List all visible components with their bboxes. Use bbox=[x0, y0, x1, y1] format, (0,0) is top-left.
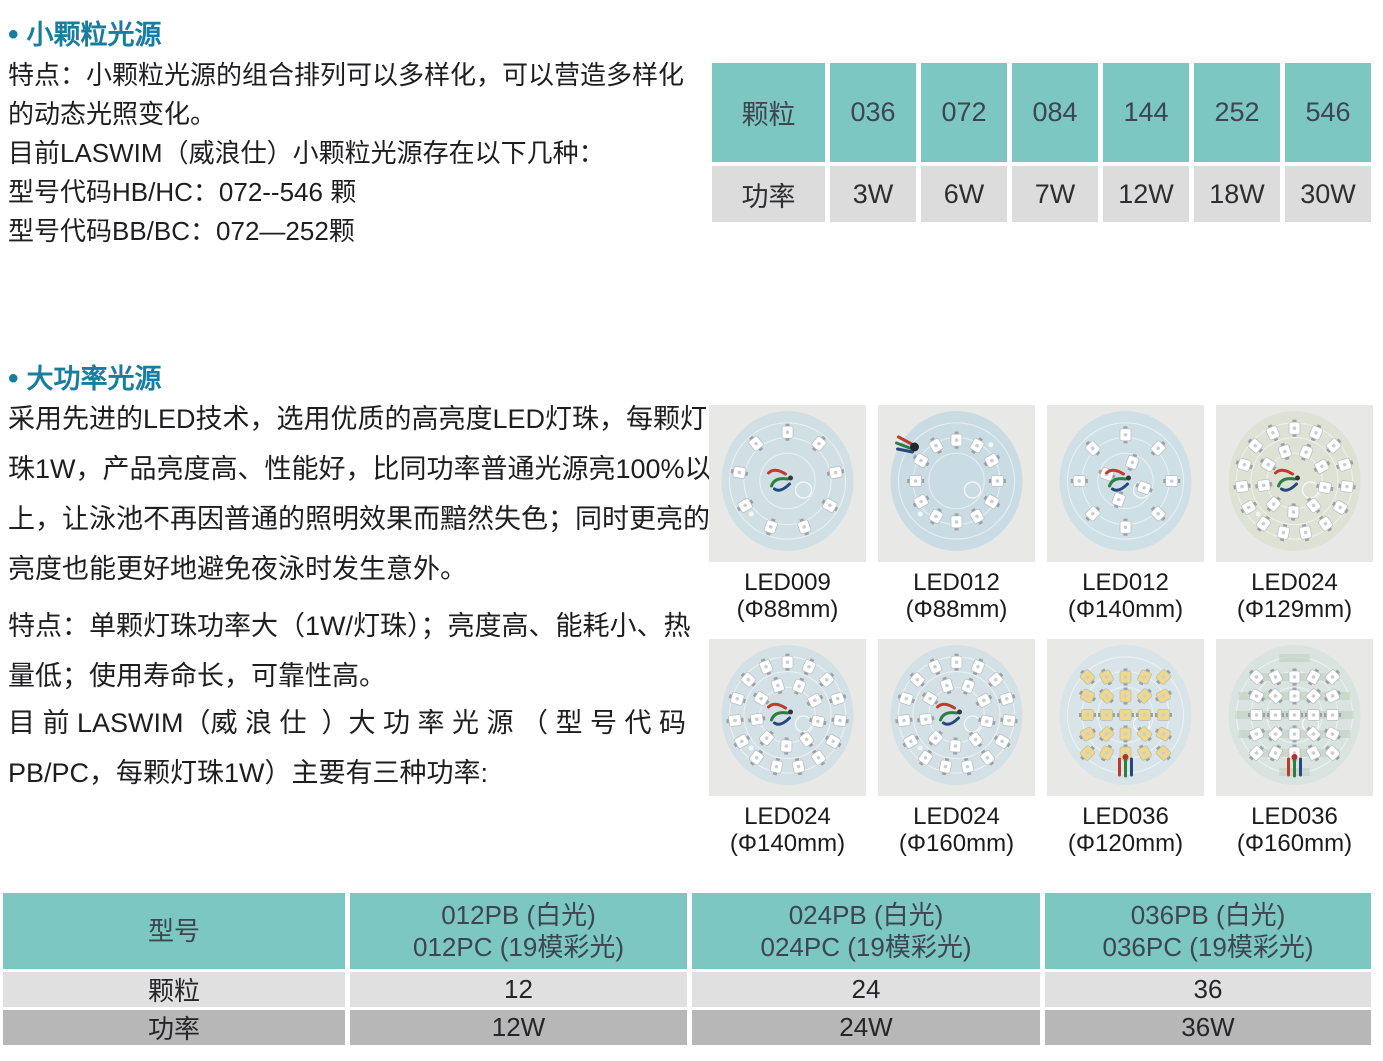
product-model: LED036 bbox=[1251, 803, 1338, 830]
section-power-paragraph-3: 目 前 LASWIM（威 浪 仕 ）大 功 率 光 源 （ 型 号 代 码 PB… bbox=[8, 698, 686, 798]
table-cell: 084 bbox=[1012, 63, 1098, 162]
product-label: LED012 (Φ140mm) bbox=[1047, 569, 1204, 623]
product-image-grid: LED009 (Φ88mm) LED012 (Φ88mm) LED012 (Φ140m… bbox=[709, 405, 1373, 857]
model-line: 024PC (19模彩光) bbox=[760, 932, 972, 962]
section-small-paragraph: 特点：小颗粒光源的组合排列可以多样化，可以营造多样化 的动态光照变化。 目前LA… bbox=[8, 56, 684, 251]
product-tile: LED024 (Φ129mm) bbox=[1216, 405, 1373, 623]
pcb-photo bbox=[878, 639, 1035, 796]
table-cell: 6W bbox=[921, 166, 1007, 222]
product-model: LED036 bbox=[1082, 803, 1169, 830]
paragraph-line: 珠1W，产品亮度高、性能好，比同功率普通光源亮100%以 bbox=[8, 454, 712, 484]
paragraph-line: 型号代码HB/HC：072--546 颗 bbox=[8, 177, 357, 207]
product-size: (Φ120mm) bbox=[1067, 830, 1184, 857]
table-cell: 036 bbox=[830, 63, 916, 162]
product-size: (Φ160mm) bbox=[898, 830, 1015, 857]
section-power-paragraph-2: 特点：单颗灯珠功率大（1W/灯珠）；亮度高、能耗小、热 量低；使用寿命长，可靠性… bbox=[8, 601, 691, 701]
pcb-photo bbox=[1216, 639, 1373, 796]
product-model: LED009 bbox=[744, 569, 831, 596]
table-cell: 12W bbox=[350, 1010, 687, 1045]
table-cell: 072 bbox=[921, 63, 1007, 162]
product-size: (Φ140mm) bbox=[729, 830, 846, 857]
product-size: (Φ160mm) bbox=[1236, 830, 1353, 857]
table-header-model: 型号 bbox=[3, 893, 345, 969]
product-size: (Φ88mm) bbox=[736, 596, 839, 623]
product-tile: LED024 (Φ140mm) bbox=[709, 639, 866, 857]
product-tile: LED036 (Φ120mm) bbox=[1047, 639, 1204, 857]
model-line: 036PB (白光) bbox=[1130, 900, 1286, 930]
product-tile: LED009 (Φ88mm) bbox=[709, 405, 866, 623]
product-label: LED012 (Φ88mm) bbox=[878, 569, 1035, 623]
section-small-title-text: 小颗粒光源 bbox=[26, 20, 162, 50]
product-label: LED036 (Φ120mm) bbox=[1047, 803, 1204, 857]
table-cell: 18W bbox=[1194, 166, 1280, 222]
paragraph-line: 的动态光照变化。 bbox=[8, 99, 217, 129]
paragraph-line: 型号代码BB/BC：072—252颗 bbox=[8, 216, 355, 246]
table-cell: 3W bbox=[830, 166, 916, 222]
section-power-paragraph-1: 采用先进的LED技术，选用优质的高亮度LED灯珠，每颗灯 珠1W，产品亮度高、性… bbox=[8, 394, 712, 594]
product-label: LED024 (Φ140mm) bbox=[709, 803, 866, 857]
product-model: LED012 bbox=[913, 569, 1000, 596]
product-label: LED009 (Φ88mm) bbox=[709, 569, 866, 623]
table-cell: 12W bbox=[1103, 166, 1189, 222]
paragraph-line: 量低；使用寿命长，可靠性高。 bbox=[8, 661, 386, 691]
product-tile: LED036 (Φ160mm) bbox=[1216, 639, 1373, 857]
paragraph-line: 目 前 LASWIM（威 浪 仕 ）大 功 率 光 源 （ 型 号 代 码 bbox=[8, 708, 687, 738]
section-small-title: • 小颗粒光源 bbox=[8, 18, 162, 51]
table-cell: 252 bbox=[1194, 63, 1280, 162]
paragraph-line: 目前LASWIM（威浪仕）小颗粒光源存在以下几种： bbox=[8, 138, 605, 168]
table-cell: 7W bbox=[1012, 166, 1098, 222]
product-size: (Φ88mm) bbox=[905, 596, 1008, 623]
bullet-icon: • bbox=[8, 362, 19, 395]
row-label-power: 功率 bbox=[3, 1010, 345, 1045]
table-cell: 546 bbox=[1285, 63, 1371, 162]
table-cell: 36 bbox=[1045, 972, 1371, 1007]
pcb-photo bbox=[1047, 639, 1204, 796]
section-power-title-text: 大功率光源 bbox=[26, 364, 162, 394]
model-line: 012PB (白光) bbox=[441, 900, 596, 930]
model-line: 012PC (19模彩光) bbox=[413, 932, 624, 962]
product-model: LED024 bbox=[744, 803, 831, 830]
row-label-particles: 颗粒 bbox=[3, 972, 345, 1007]
table-cell: 36W bbox=[1045, 1010, 1371, 1045]
table-header-power: 功率 bbox=[712, 166, 825, 222]
small-light-table: 颗粒 036 072 084 144 252 546 功率 3W 6W 7W 1… bbox=[712, 63, 1371, 222]
table-header-particles: 颗粒 bbox=[712, 63, 825, 162]
product-size: (Φ129mm) bbox=[1236, 596, 1353, 623]
table-cell: 24W bbox=[692, 1010, 1040, 1045]
table-cell: 24 bbox=[692, 972, 1040, 1007]
paragraph-line: PB/PC，每颗灯珠1W）主要有三种功率: bbox=[8, 758, 489, 788]
product-tile: LED012 (Φ88mm) bbox=[878, 405, 1035, 623]
product-tile: LED012 (Φ140mm) bbox=[1047, 405, 1204, 623]
power-light-table: 型号 012PB (白光) 012PC (19模彩光) 024PB (白光) 024… bbox=[3, 893, 1371, 1045]
pcb-photo bbox=[878, 405, 1035, 562]
table-cell: 144 bbox=[1103, 63, 1189, 162]
bullet-icon: • bbox=[8, 18, 19, 51]
table-header-012: 012PB (白光) 012PC (19模彩光) bbox=[350, 893, 687, 969]
pcb-photo bbox=[709, 405, 866, 562]
paragraph-line: 特点：小颗粒光源的组合排列可以多样化，可以营造多样化 bbox=[8, 60, 685, 90]
product-model: LED024 bbox=[1251, 569, 1338, 596]
table-header-036: 036PB (白光) 036PC (19模彩光) bbox=[1045, 893, 1371, 969]
table-cell: 30W bbox=[1285, 166, 1371, 222]
table-header-024: 024PB (白光) 024PC (19模彩光) bbox=[692, 893, 1040, 969]
pcb-photo bbox=[1047, 405, 1204, 562]
model-line: 036PC (19模彩光) bbox=[1102, 932, 1314, 962]
product-size: (Φ140mm) bbox=[1067, 596, 1184, 623]
product-label: LED036 (Φ160mm) bbox=[1216, 803, 1373, 857]
product-model: LED012 bbox=[1082, 569, 1169, 596]
section-power-title: • 大功率光源 bbox=[8, 362, 162, 395]
paragraph-line: 采用先进的LED技术，选用优质的高亮度LED灯珠，每颗灯 bbox=[8, 404, 708, 434]
paragraph-line: 亮度也能更好地避免夜泳时发生意外。 bbox=[8, 554, 467, 584]
paragraph-line: 特点：单颗灯珠功率大（1W/灯珠）；亮度高、能耗小、热 bbox=[8, 611, 691, 641]
model-line: 024PB (白光) bbox=[788, 900, 944, 930]
product-label: LED024 (Φ160mm) bbox=[878, 803, 1035, 857]
product-label: LED024 (Φ129mm) bbox=[1216, 569, 1373, 623]
pcb-photo bbox=[709, 639, 866, 796]
product-tile: LED024 (Φ160mm) bbox=[878, 639, 1035, 857]
pcb-photo bbox=[1216, 405, 1373, 562]
table-cell: 12 bbox=[350, 972, 687, 1007]
product-model: LED024 bbox=[913, 803, 1000, 830]
paragraph-line: 上，让泳池不再因普通的照明效果而黯然失色；同时更亮的 bbox=[8, 504, 710, 534]
